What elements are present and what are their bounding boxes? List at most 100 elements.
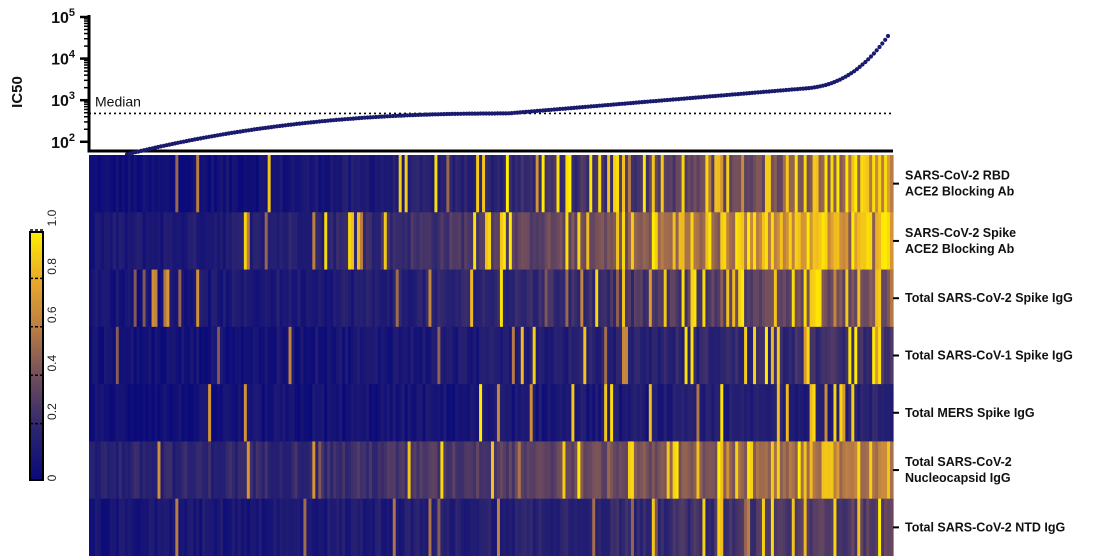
heatmap-cell [651,384,656,442]
heatmap-cell [690,326,695,385]
heatmap-cell [166,212,170,270]
heatmap-cell [601,212,605,270]
heatmap-cell [660,155,665,213]
heatmap-cell [553,212,558,270]
heatmap-cell [223,326,227,385]
heatmap-cell [315,155,319,213]
heatmap-cell [508,441,513,500]
heatmap-cell [559,384,564,442]
heatmap-cell [321,498,325,556]
heatmap-cell [797,498,802,556]
scatter-point [489,111,494,116]
heatmap-cell [884,212,888,270]
heatmap-cell [550,498,555,556]
heatmap-cell [377,212,382,270]
heatmap-cell [252,212,257,270]
heatmap-cell [315,441,319,500]
heatmap-cell [395,441,400,500]
heatmap-cell [309,155,313,213]
heatmap-cell [872,498,876,556]
heatmap-cell [636,155,641,213]
heatmap-cell [386,326,391,385]
heatmap-cell [261,441,266,500]
heatmap-cell [791,269,796,328]
heatmap-cell [571,326,575,385]
heatmap-cell [878,441,882,500]
heatmap-cell [321,384,325,442]
heatmap-cell [803,441,808,500]
heatmap-cell [526,155,531,213]
heatmap-cell [863,441,867,500]
heatmap-cell [747,498,751,556]
heatmap-cell [324,269,328,328]
heatmap-cell [211,212,215,270]
heatmap-cell [231,155,236,213]
heatmap-cell [782,326,787,385]
heatmap-cell [470,269,474,328]
heatmap-cell [770,155,775,213]
heatmap-cell [773,384,778,442]
heatmap-cell [455,269,459,328]
heatmap-cell [872,384,876,442]
heatmap-cell [645,384,650,442]
heatmap-cell [223,155,227,213]
heatmap-cell [482,441,486,500]
heatmap-cell [395,498,400,556]
heatmap-cell [848,326,852,385]
heatmap-cell [440,326,444,385]
heatmap-cell [550,441,555,500]
heatmap-cell [610,269,614,328]
heatmap-cell [851,441,855,500]
heatmap-cell [860,498,864,556]
heatmap-cell [782,384,787,442]
heatmap-cell [109,155,114,213]
heatmap-cell [217,384,221,442]
heatmap-cell [434,155,438,213]
heatmap-cell [669,155,674,213]
heatmap-cell [872,269,876,328]
heatmap-cell [136,498,141,556]
heatmap-cell [869,212,873,270]
heatmap-cell [306,441,310,500]
heatmap-cell [779,155,784,213]
heatmap-cell [300,155,304,213]
heatmap-cell [577,155,581,213]
heatmap-cell [517,498,522,556]
heatmap-cell [830,269,835,328]
heatmap-cell [878,155,882,213]
heatmap-cell [705,441,709,500]
heatmap-cell [389,326,394,385]
heatmap-cell [511,441,516,500]
heatmap-cell [711,326,715,385]
heatmap-cell [175,384,179,442]
heatmap-cell [627,212,632,270]
heatmap-cell [330,212,334,270]
heatmap-cell [470,384,474,442]
heatmap-cell [723,441,727,500]
heatmap-cell [276,441,281,500]
heatmap-cell [678,498,683,556]
heatmap-cell [666,326,671,385]
heatmap-cell [231,212,236,270]
heatmap-cell [732,212,736,270]
heatmap-cell [833,441,838,500]
heatmap-cell [654,212,659,270]
heatmap-cell [407,212,412,270]
heatmap-cell [887,498,891,556]
heatmap-cell [458,326,462,385]
heatmap-cell [633,269,638,328]
heatmap-cell [601,269,605,328]
heatmap-cell [782,441,787,500]
heatmap-cell [875,269,879,328]
heatmap-cell [776,155,781,213]
heatmap-cell [681,441,686,500]
heatmap-cell [884,441,888,500]
heatmap-cell [580,155,584,213]
heatmap-cell [708,326,712,385]
heatmap-cell [318,384,322,442]
heatmap-cell [383,212,388,270]
heatmap-cell [220,155,224,213]
heatmap-cell [574,384,578,442]
heatmap-cell [848,441,852,500]
heatmap-cell [410,498,415,556]
